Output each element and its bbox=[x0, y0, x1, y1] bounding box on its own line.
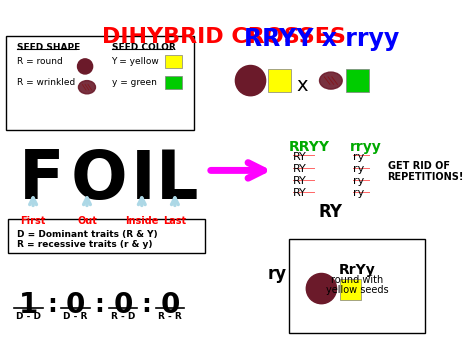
Text: x: x bbox=[297, 76, 308, 95]
Text: ry: ry bbox=[353, 152, 364, 162]
Text: D = Dominant traits (R & Y): D = Dominant traits (R & Y) bbox=[17, 230, 158, 239]
Text: SEED SHAPE: SEED SHAPE bbox=[17, 43, 80, 52]
Text: 0: 0 bbox=[161, 291, 180, 320]
Text: 0: 0 bbox=[113, 291, 133, 320]
Text: O: O bbox=[71, 147, 128, 213]
FancyBboxPatch shape bbox=[165, 55, 182, 68]
FancyBboxPatch shape bbox=[268, 69, 291, 92]
Text: 1: 1 bbox=[19, 291, 38, 320]
FancyBboxPatch shape bbox=[6, 36, 194, 130]
Text: yellow seeds: yellow seeds bbox=[326, 285, 389, 295]
Text: R = wrinkled: R = wrinkled bbox=[17, 78, 75, 87]
Circle shape bbox=[236, 65, 265, 96]
Text: I: I bbox=[130, 147, 155, 213]
Ellipse shape bbox=[79, 81, 95, 94]
Text: RY: RY bbox=[293, 189, 307, 198]
Text: ry: ry bbox=[353, 176, 364, 186]
Text: :: : bbox=[142, 293, 152, 317]
Text: R - R: R - R bbox=[158, 312, 182, 321]
Text: ry: ry bbox=[353, 189, 364, 198]
Text: :: : bbox=[47, 293, 57, 317]
Text: Out: Out bbox=[77, 216, 97, 226]
Text: :: : bbox=[94, 293, 104, 317]
Circle shape bbox=[306, 273, 337, 304]
FancyBboxPatch shape bbox=[346, 69, 369, 92]
Text: Y = yellow: Y = yellow bbox=[111, 57, 159, 66]
Text: RY: RY bbox=[293, 152, 307, 162]
Text: GET RID OF: GET RID OF bbox=[388, 161, 449, 171]
Text: R - D: R - D bbox=[111, 312, 135, 321]
FancyBboxPatch shape bbox=[8, 219, 205, 253]
Text: D - R: D - R bbox=[64, 312, 88, 321]
Ellipse shape bbox=[319, 72, 342, 89]
Text: First: First bbox=[20, 216, 46, 226]
FancyBboxPatch shape bbox=[340, 279, 361, 300]
Text: DIHYBRID CROSSES: DIHYBRID CROSSES bbox=[102, 27, 346, 47]
Text: REPETITIONS!: REPETITIONS! bbox=[388, 172, 464, 182]
Text: RY: RY bbox=[293, 176, 307, 186]
Text: ry: ry bbox=[267, 265, 287, 283]
Text: Inside: Inside bbox=[125, 216, 158, 226]
Text: rryy: rryy bbox=[350, 140, 382, 154]
Text: L: L bbox=[156, 147, 199, 213]
Text: y = green: y = green bbox=[111, 78, 156, 87]
Text: RRYY: RRYY bbox=[288, 140, 329, 154]
Text: ry: ry bbox=[353, 164, 364, 174]
Text: SEED COLOR: SEED COLOR bbox=[111, 43, 175, 52]
Text: RRYY x rryy: RRYY x rryy bbox=[244, 27, 399, 51]
Text: D - D: D - D bbox=[16, 312, 41, 321]
Text: 0: 0 bbox=[66, 291, 85, 320]
FancyBboxPatch shape bbox=[165, 76, 182, 89]
Text: R = round: R = round bbox=[17, 57, 63, 66]
Text: Last: Last bbox=[164, 216, 186, 226]
Text: F: F bbox=[19, 147, 64, 213]
FancyBboxPatch shape bbox=[289, 239, 425, 333]
Text: round with: round with bbox=[331, 275, 383, 285]
Text: RrYy: RrYy bbox=[339, 263, 376, 277]
Circle shape bbox=[78, 59, 92, 74]
Text: RY: RY bbox=[319, 203, 343, 222]
Text: RY: RY bbox=[293, 164, 307, 174]
Text: R = recessive traits (r & y): R = recessive traits (r & y) bbox=[17, 240, 153, 249]
